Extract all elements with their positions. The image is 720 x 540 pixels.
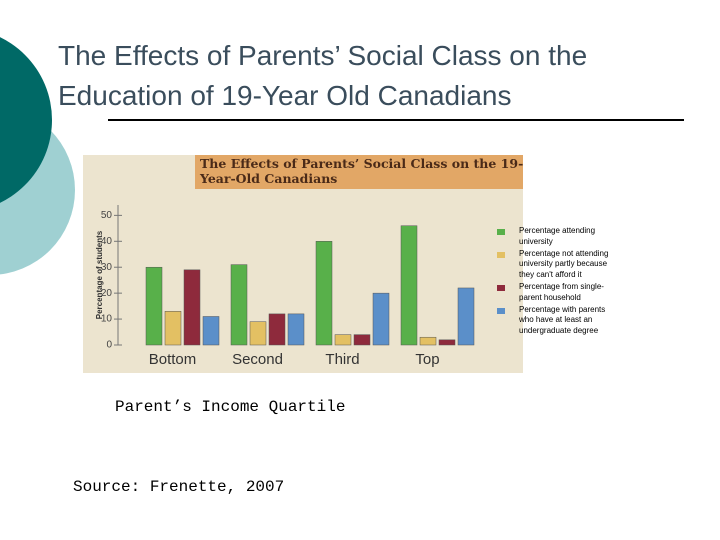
bar bbox=[145, 266, 163, 346]
bar bbox=[183, 269, 201, 346]
legend-swatch bbox=[497, 229, 505, 235]
x-tick-label: Top bbox=[415, 351, 439, 368]
legend-swatch bbox=[497, 251, 505, 258]
bar bbox=[202, 316, 220, 346]
legend-label: Percentage not attending university part… bbox=[519, 248, 609, 280]
bar bbox=[438, 339, 456, 346]
legend: Percentage attending university Percentag… bbox=[497, 226, 622, 338]
legend-entry: Percentage from single-parent household bbox=[497, 282, 622, 304]
chart-title-band bbox=[195, 155, 523, 189]
bar bbox=[230, 264, 248, 346]
bar bbox=[334, 334, 352, 346]
legend-entry: Percentage with parents who have at leas… bbox=[497, 305, 622, 337]
bar bbox=[164, 311, 182, 346]
y-tick-label: 30 bbox=[101, 262, 113, 273]
bar bbox=[457, 287, 475, 346]
bar bbox=[400, 225, 418, 346]
y-tick-label: 20 bbox=[101, 288, 113, 299]
legend-label: Percentage attending university bbox=[519, 226, 596, 246]
x-axis-label: Parent’s Income Quartile bbox=[115, 398, 346, 416]
legend-label: Percentage with parents who have at leas… bbox=[519, 304, 606, 336]
x-tick-label: Bottom bbox=[149, 351, 197, 368]
bar bbox=[372, 292, 390, 346]
y-axis-label: Percentage of students bbox=[95, 230, 104, 319]
chart-title: The Effects of Parents’ Social Class on … bbox=[200, 156, 524, 186]
y-tick-label: 0 bbox=[106, 340, 112, 351]
source: Source: Frenette, 2007 bbox=[73, 478, 285, 496]
legend-entry: Percentage attending university bbox=[497, 226, 622, 248]
dark-circle bbox=[0, 37, 52, 203]
slide-title: The Effects of Parents’ Social Class on … bbox=[58, 40, 588, 111]
legend-label: Percentage from single-parent household bbox=[519, 281, 604, 302]
bar bbox=[249, 321, 267, 346]
x-tick-label: Third bbox=[325, 351, 359, 368]
bar bbox=[268, 313, 286, 346]
y-tick-label: 50 bbox=[101, 210, 113, 221]
legend-swatch bbox=[497, 284, 505, 291]
bar bbox=[419, 336, 437, 346]
x-tick-label: Second bbox=[232, 351, 283, 368]
y-tick-label: 10 bbox=[101, 314, 113, 325]
bar bbox=[287, 313, 305, 346]
legend-entry: Percentage not attending university part… bbox=[497, 249, 622, 281]
legend-swatch bbox=[497, 307, 505, 314]
bar bbox=[353, 334, 371, 346]
bar bbox=[315, 241, 333, 346]
y-tick-label: 40 bbox=[101, 236, 113, 247]
